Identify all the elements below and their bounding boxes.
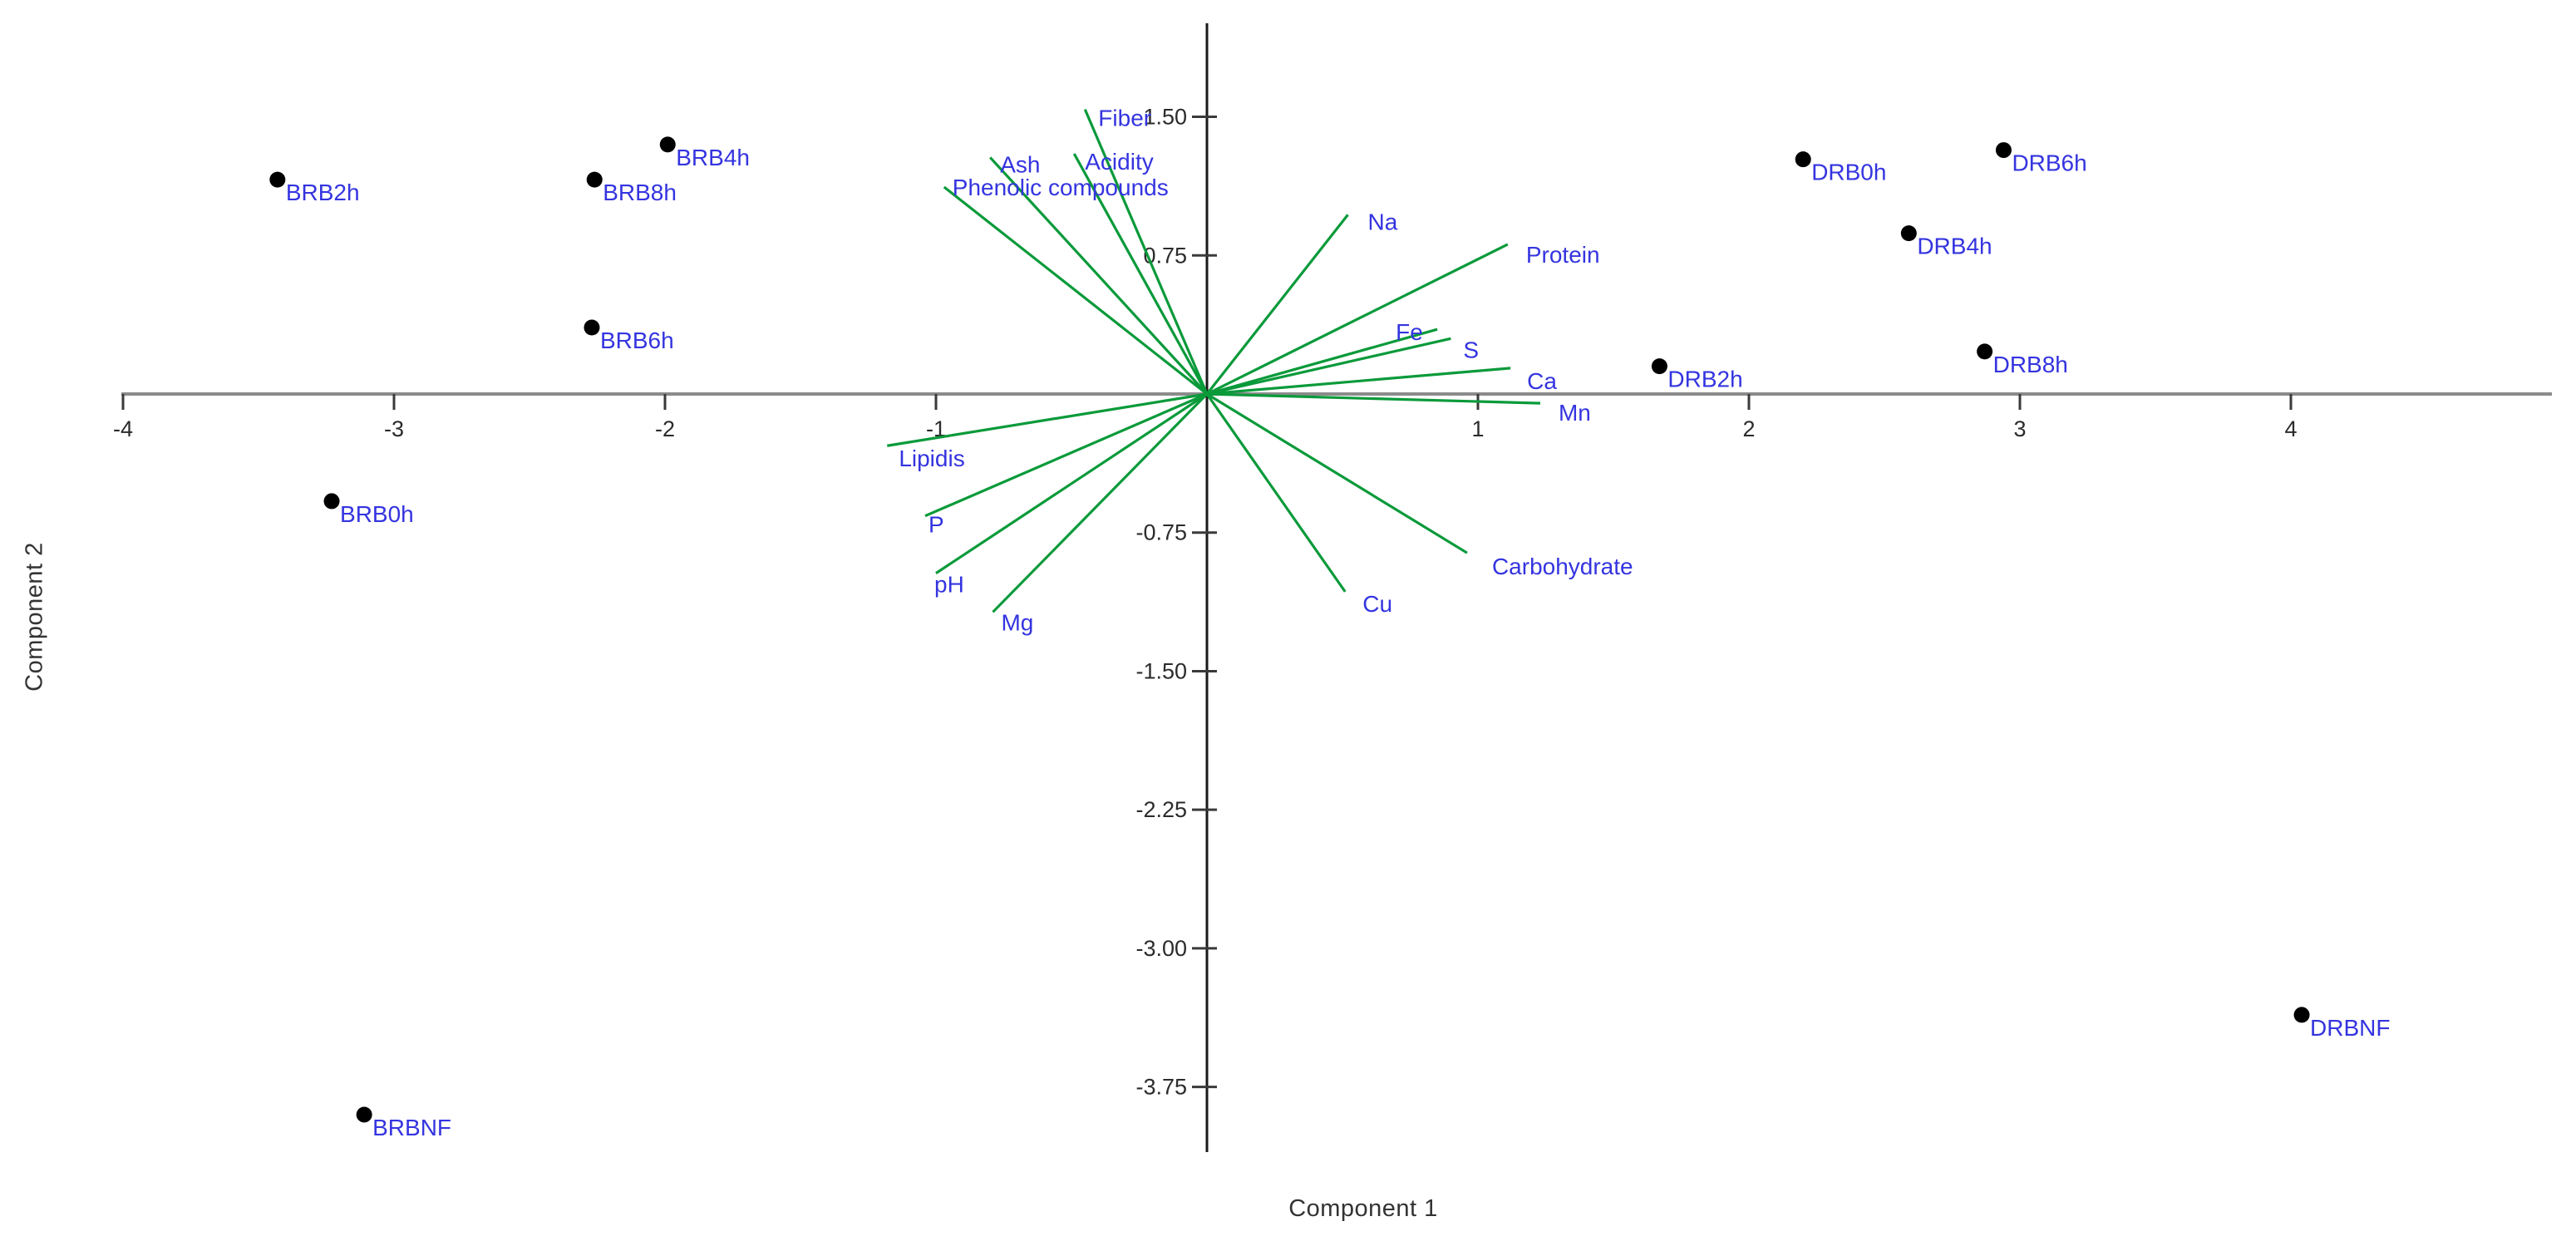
- loading-label-fe: Fe: [1396, 319, 1423, 345]
- loading-label-protein: Protein: [1526, 242, 1600, 268]
- sample-label-drbnf: DRBNF: [2310, 1015, 2390, 1041]
- sample-label-brbnf: BRBNF: [372, 1115, 451, 1140]
- loading-vector-fe: [1206, 328, 1438, 396]
- sample-label-drb0h: DRB0h: [1811, 160, 1886, 185]
- loading-vector-protein: [1206, 243, 1509, 396]
- sample-label-drb8h: DRB8h: [1993, 352, 2068, 377]
- sample-point-brb0h: [323, 493, 340, 510]
- loading-label-phenolic-compounds: Phenolic compounds: [953, 175, 1169, 200]
- x-tick-label: 4: [2284, 416, 2297, 441]
- sample-point-brbnf: [356, 1106, 372, 1123]
- loading-vector-mg: [992, 392, 1209, 613]
- loading-vector-ash: [989, 156, 1209, 396]
- loading-vector-fiber: [1083, 109, 1209, 395]
- sample-label-brb4h: BRB4h: [676, 145, 750, 170]
- y-tick-label: -0.75: [1135, 520, 1187, 545]
- loading-vector-phenolic-compounds: [943, 185, 1208, 396]
- x-tick-label: 1: [1471, 416, 1484, 441]
- sample-label-brb6h: BRB6h: [600, 328, 674, 353]
- x-tick-label: 3: [2013, 416, 2026, 441]
- loading-label-s: S: [1463, 337, 1479, 362]
- loading-vector-ca: [1206, 367, 1511, 396]
- loading-label-cu: Cu: [1362, 591, 1392, 617]
- loading-vector-ph: [935, 392, 1208, 574]
- sample-label-brb8h: BRB8h: [603, 180, 677, 205]
- loading-label-fiber: Fiber: [1098, 106, 1151, 131]
- loading-label-mn: Mn: [1559, 400, 1591, 426]
- loading-vector-cu: [1205, 393, 1347, 593]
- y-tick-label: -1.50: [1135, 658, 1187, 683]
- loading-label-acidity: Acidity: [1085, 149, 1153, 175]
- loading-vector-carbohydrate: [1206, 392, 1468, 554]
- loading-vector-na: [1205, 214, 1349, 395]
- sample-point-drb6h: [1995, 142, 2012, 159]
- y-tick-label: 1.50: [1143, 105, 1187, 130]
- sample-point-drb8h: [1977, 343, 1993, 360]
- sample-point-drb0h: [1795, 151, 1811, 168]
- sample-label-drb4h: DRB4h: [1917, 234, 1992, 259]
- loading-label-p: P: [928, 512, 944, 538]
- loading-vector-lipidis: [887, 392, 1208, 447]
- x-tick-label: -3: [384, 416, 404, 441]
- sample-label-brb0h: BRB0h: [340, 501, 414, 527]
- y-tick-label: -3.00: [1135, 936, 1187, 961]
- y-tick-label: -3.75: [1135, 1075, 1187, 1100]
- loading-label-lipidis: Lipidis: [899, 446, 964, 471]
- sample-point-brb6h: [584, 319, 600, 336]
- sample-point-drbnf: [2293, 1007, 2310, 1023]
- x-tick-label: 2: [1742, 416, 1755, 441]
- sample-point-brb8h: [586, 171, 603, 188]
- sample-label-drb6h: DRB6h: [2012, 150, 2086, 176]
- y-tick-label: -2.25: [1135, 797, 1187, 822]
- loading-label-ca: Ca: [1527, 368, 1557, 394]
- loading-vector-acidity: [1072, 153, 1209, 395]
- x-tick-label: -2: [655, 416, 675, 441]
- sample-point-brb4h: [659, 136, 676, 153]
- loading-vector-s: [1206, 337, 1451, 396]
- loading-label-ash: Ash: [1000, 151, 1040, 177]
- loading-label-na: Na: [1368, 209, 1398, 234]
- y-axis-title: Component 2: [21, 542, 48, 692]
- loading-label-carbohydrate: Carbohydrate: [1492, 554, 1633, 579]
- loading-label-ph: pH: [934, 572, 964, 598]
- sample-point-drb4h: [1900, 225, 1917, 242]
- x-tick-label: -4: [113, 416, 133, 441]
- loading-vector-mn: [1206, 392, 1541, 405]
- sample-label-drb2h: DRB2h: [1667, 367, 1742, 392]
- sample-point-drb2h: [1651, 358, 1667, 375]
- x-axis-title: Component 1: [1288, 1195, 1438, 1222]
- loading-label-mg: Mg: [1001, 609, 1033, 635]
- sample-point-brb2h: [269, 171, 286, 188]
- loading-vector-p: [924, 392, 1208, 518]
- sample-label-brb2h: BRB2h: [286, 180, 360, 205]
